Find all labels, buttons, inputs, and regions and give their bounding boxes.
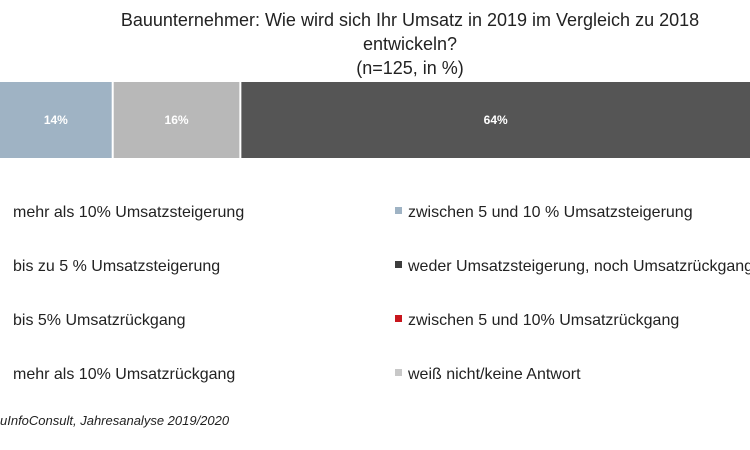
legend-item-3: bis zu 5 % Umsatzsteigerung	[0, 257, 220, 277]
bar-data-label: 14%	[44, 113, 68, 127]
bar-data-label: 64%	[484, 113, 508, 127]
stacked-bar-svg: 14% 16% 64%	[0, 82, 750, 158]
legend-swatch	[395, 261, 402, 269]
legend-item-8: weiß nicht/keine Antwort	[395, 365, 581, 385]
legend-label: weder Umsatzsteigerung, noch Umsatzrückg…	[408, 258, 750, 275]
legend-label: weiß nicht/keine Antwort	[408, 366, 581, 383]
legend-label: mehr als 10% Umsatzrückgang	[13, 366, 236, 383]
chart-title: Bauunternehmer: Wie wird sich Ihr Umsatz…	[70, 8, 750, 80]
stacked-bar: 14% 16% 64%	[0, 82, 750, 158]
legend-item-4: weder Umsatzsteigerung, noch Umsatzrückg…	[395, 257, 750, 277]
legend-label: zwischen 5 und 10 % Umsatzsteigerung	[408, 204, 693, 221]
legend-item-1: mehr als 10% Umsatzsteigerung	[0, 203, 244, 223]
legend-swatch	[395, 207, 402, 215]
legend-swatch	[0, 207, 7, 215]
legend-swatch	[0, 315, 7, 323]
legend-swatch	[395, 369, 402, 377]
source-note: uInfoConsult, Jahresanalyse 2019/2020	[0, 413, 230, 428]
legend-swatch	[0, 261, 7, 269]
legend-item-5: bis 5% Umsatzrückgang	[0, 311, 186, 331]
bar-data-label: 16%	[165, 113, 189, 127]
chart-title-line-3: (n=125, in %)	[356, 58, 464, 78]
legend-swatch	[0, 369, 7, 377]
bar-segment	[241, 82, 750, 158]
legend-item-6: zwischen 5 und 10% Umsatzrückgang	[395, 311, 679, 331]
bar-segment	[113, 82, 240, 158]
legend-swatch	[395, 315, 402, 323]
chart-title-line-2: entwickeln?	[362, 34, 458, 54]
chart-title-line-1: Bauunternehmer: Wie wird sich Ihr Umsatz…	[120, 10, 700, 30]
legend-label: mehr als 10% Umsatzsteigerung	[13, 204, 245, 221]
legend-label: bis 5% Umsatzrückgang	[13, 312, 186, 329]
legend-label: bis zu 5 % Umsatzsteigerung	[13, 258, 221, 275]
legend-item-2: zwischen 5 und 10 % Umsatzsteigerung	[395, 203, 693, 223]
legend-label: zwischen 5 und 10% Umsatzrückgang	[408, 312, 680, 329]
bar-segment	[0, 82, 112, 158]
legend-item-7: mehr als 10% Umsatzrückgang	[0, 365, 235, 385]
